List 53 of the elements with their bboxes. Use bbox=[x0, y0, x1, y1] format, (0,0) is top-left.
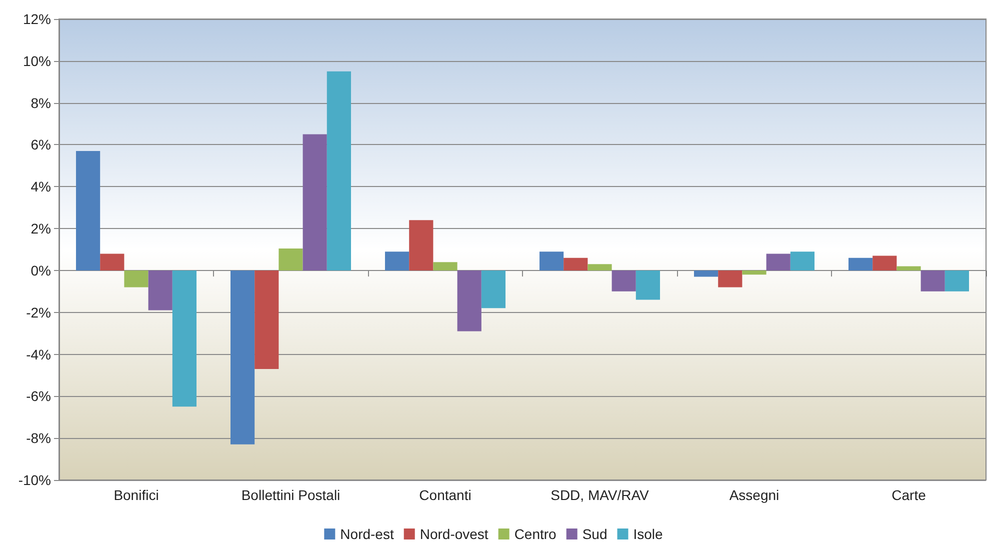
bar bbox=[409, 220, 434, 270]
y-tick-label: -10% bbox=[18, 472, 51, 488]
bar bbox=[278, 248, 303, 270]
bar bbox=[302, 134, 327, 270]
y-tick-label: 6% bbox=[30, 136, 51, 153]
bar bbox=[612, 270, 636, 292]
y-tick-label: 8% bbox=[30, 94, 51, 111]
bar bbox=[100, 254, 124, 270]
bar bbox=[433, 262, 458, 270]
y-tick-label: 0% bbox=[30, 262, 51, 278]
bar bbox=[790, 252, 815, 270]
x-tick-label: Bonifici bbox=[114, 487, 159, 503]
y-tick-label: -8% bbox=[26, 430, 51, 446]
y-tick-label: 2% bbox=[30, 220, 51, 237]
bar bbox=[766, 254, 790, 270]
x-tick-label: SDD, MAV/RAV bbox=[550, 487, 650, 503]
bar bbox=[384, 252, 410, 270]
bar bbox=[457, 270, 482, 332]
x-tick-label: Contanti bbox=[419, 487, 472, 503]
bar bbox=[694, 270, 718, 277]
legend-label: Nord-est bbox=[340, 526, 394, 542]
bar bbox=[481, 270, 506, 308]
bar bbox=[326, 71, 352, 270]
bar bbox=[896, 266, 921, 270]
bar bbox=[539, 252, 564, 270]
x-tick-label: Bollettini Postali bbox=[241, 487, 340, 503]
bar bbox=[944, 270, 970, 292]
bar bbox=[636, 270, 660, 300]
legend-label: Sud bbox=[582, 526, 608, 542]
bar bbox=[148, 270, 172, 310]
x-tick-label: Carte bbox=[892, 487, 926, 503]
y-tick-label: 4% bbox=[30, 178, 51, 195]
y-tick-label: 12% bbox=[22, 11, 51, 27]
bar bbox=[588, 264, 612, 270]
y-tick-label: -6% bbox=[26, 388, 51, 404]
bar bbox=[872, 256, 897, 270]
y-tick-label: 10% bbox=[22, 52, 51, 69]
legend-label: Isole bbox=[633, 526, 664, 542]
y-tick-label: -2% bbox=[26, 304, 51, 320]
bar bbox=[920, 270, 945, 292]
bar bbox=[742, 270, 766, 275]
legend-label: Centro bbox=[514, 526, 557, 542]
bar bbox=[124, 270, 148, 288]
y-tick-label: -4% bbox=[26, 346, 51, 362]
bar bbox=[718, 270, 742, 288]
bar bbox=[564, 258, 588, 270]
bar bbox=[254, 270, 279, 369]
legend-label: Nord-ovest bbox=[420, 526, 488, 542]
bar bbox=[848, 258, 873, 270]
bar bbox=[172, 270, 197, 407]
x-tick-label: Assegni bbox=[729, 487, 780, 503]
bar bbox=[76, 151, 100, 270]
bar bbox=[230, 270, 255, 444]
